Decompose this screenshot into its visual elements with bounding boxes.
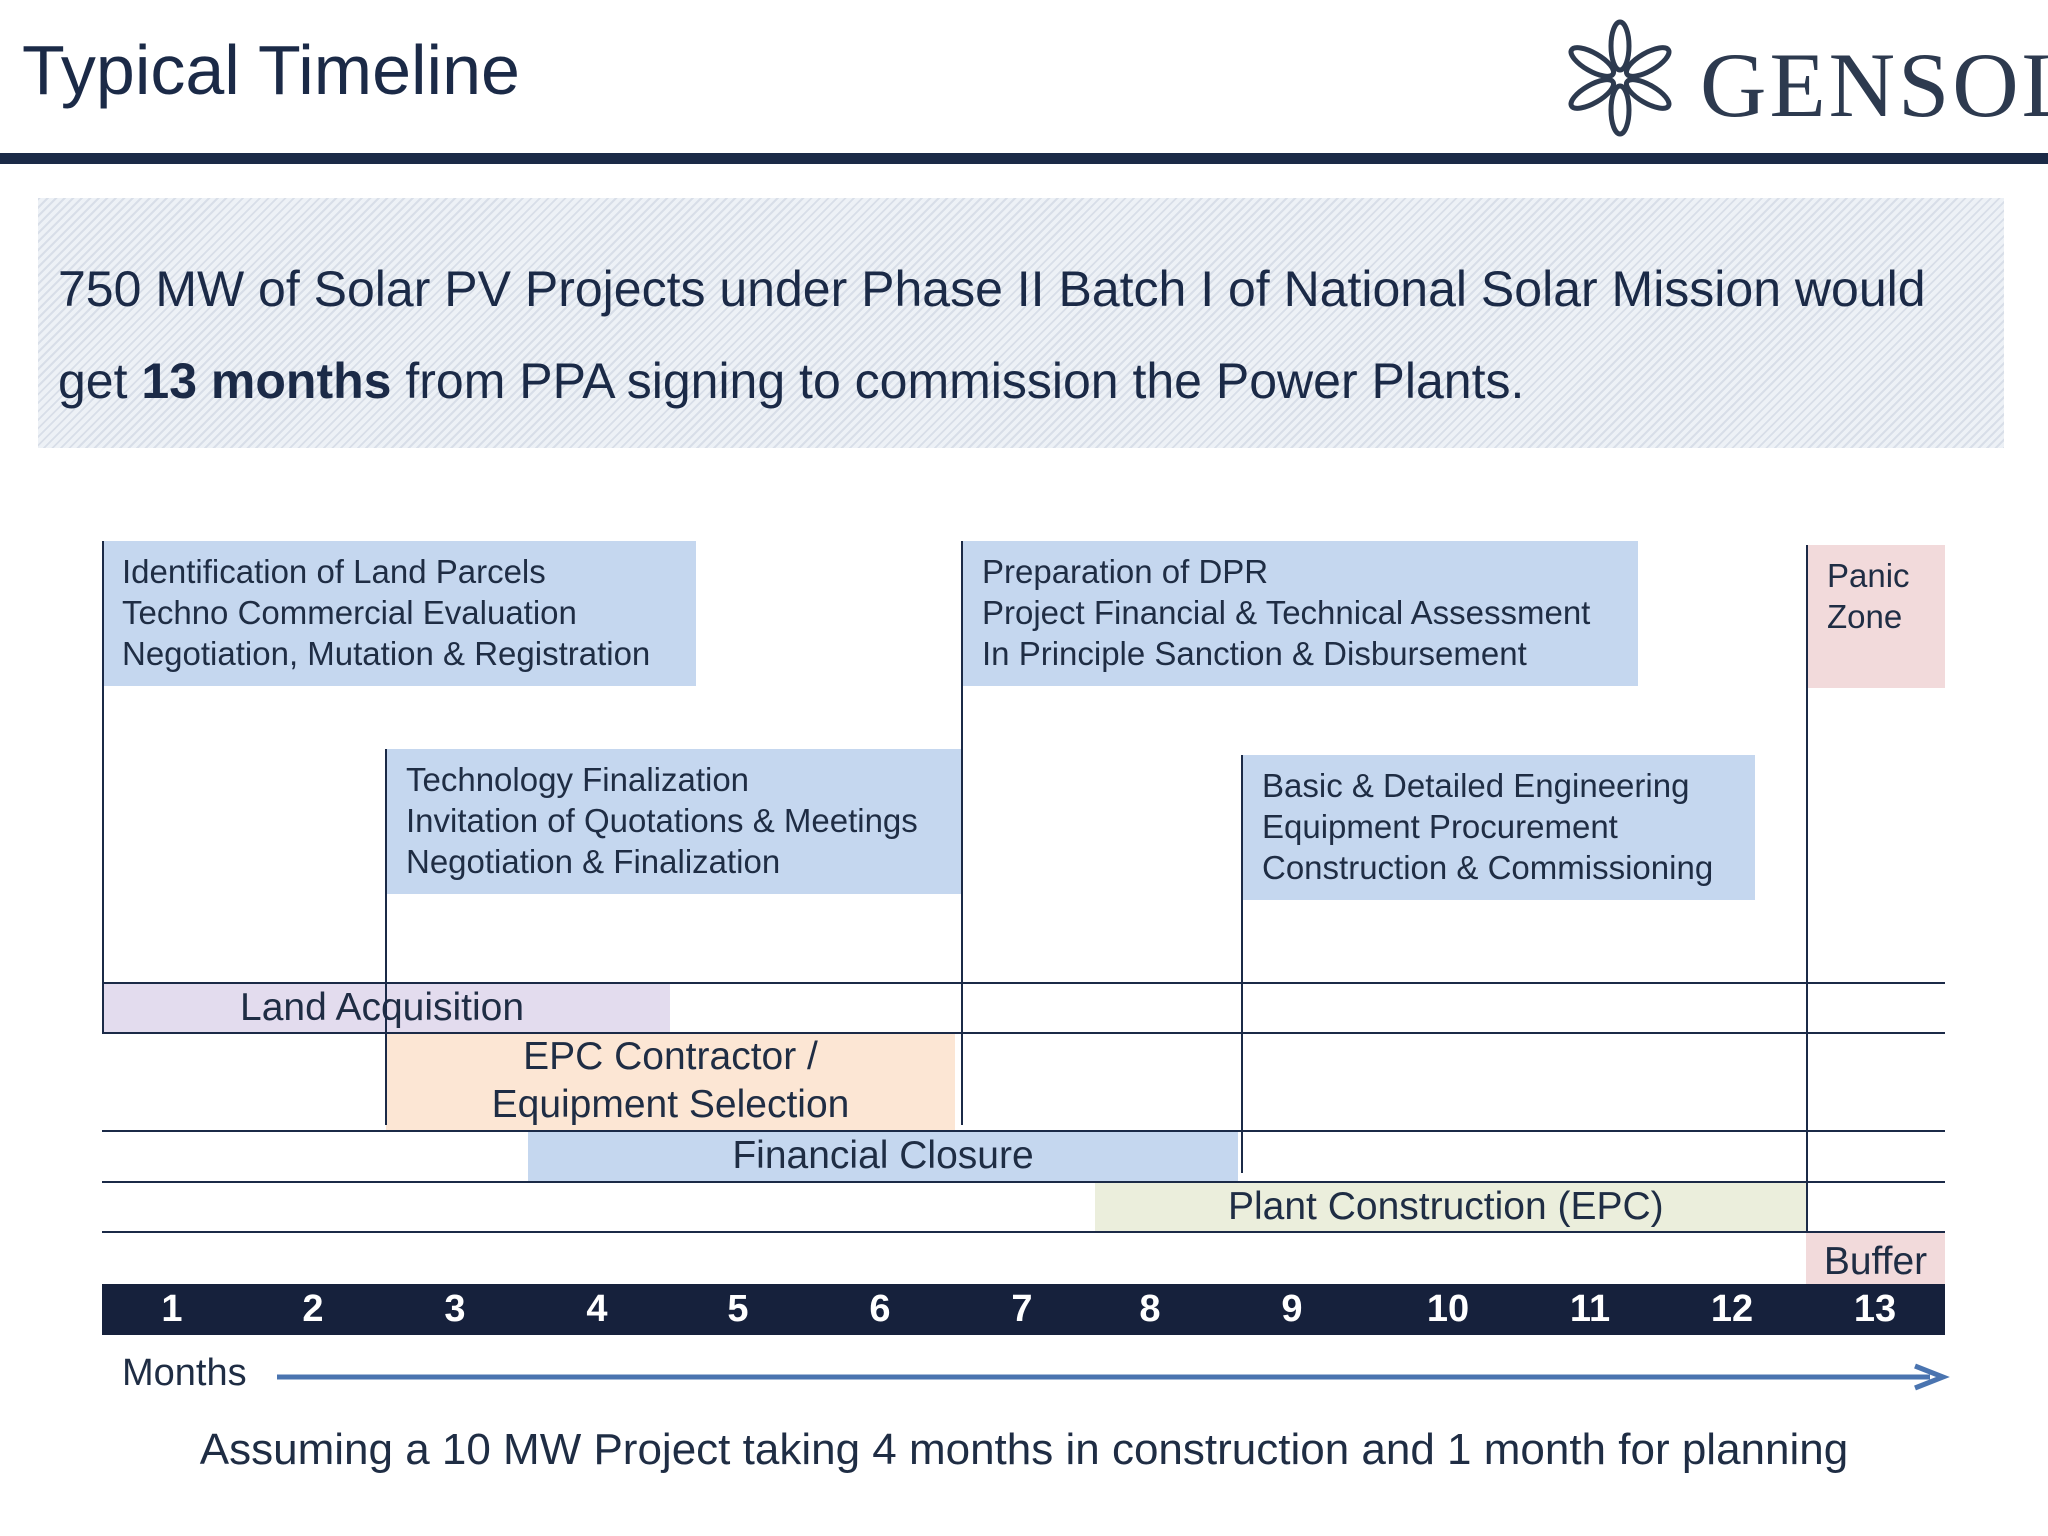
gantt-bar: Plant Construction (EPC) [1095,1182,1806,1231]
month-axis: 1 2 3 4 5 6 7 8 9 10 11 12 13 [102,1284,1945,1335]
month-tick-label: 13 [1853,1288,1897,1330]
technology-activities-box: Technology Finalization Invitation of Qu… [386,749,962,894]
box-line: Basic & Detailed Engineering [1262,767,1690,804]
box-line: Panic [1827,557,1910,594]
horizontal-gridline [102,1130,1945,1132]
gantt-bar-label: Financial Closure [732,1134,1034,1177]
footnote: Assuming a 10 MW Project taking 4 months… [199,1425,1849,1474]
header-divider [0,153,2048,164]
gantt-bar-label: Equipment Selection [491,1083,850,1126]
engineering-activities-box: Basic & Detailed Engineering Equipment P… [1242,755,1755,900]
vertical-gridline [961,541,963,1125]
box-line: Project Financial & Technical Assessment [982,594,1591,631]
box-line: Invitation of Quotations & Meetings [406,802,918,839]
gantt-bar-label: Buffer [1823,1240,1928,1283]
vertical-gridline [102,541,104,1033]
gensol-logo-icon [1568,19,1672,137]
month-tick-label: 10 [1426,1288,1470,1330]
horizontal-gridline [102,1181,1945,1183]
box-line: Equipment Procurement [1262,808,1618,845]
box-line: Techno Commercial Evaluation [122,594,577,631]
box-line: Preparation of DPR [982,553,1269,590]
box-line: Technology Finalization [406,761,750,798]
month-tick-label: 6 [869,1288,891,1330]
vertical-gridline [1241,755,1243,1173]
summary-highlight: 13 months [141,353,392,409]
vertical-gridline [385,749,387,1125]
summary-banner [38,198,2004,448]
summary-text-end: from PPA signing to commission the Power… [391,353,1525,409]
box-line: In Principle Sanction & Disbursement [982,635,1527,672]
panic-zone-box: Panic Zone [1806,545,1945,688]
month-tick-label: 11 [1569,1288,1611,1330]
month-tick-label: 5 [727,1288,749,1330]
box-line: Identification of Land Parcels [122,553,546,590]
month-tick-label: 12 [1710,1288,1754,1330]
month-tick-label: 1 [161,1288,183,1330]
summary-text-start: 750 MW of Solar PV Projects under Phase … [58,261,1926,409]
box-line: Negotiation, Mutation & Registration [122,635,651,672]
gantt-bar: Buffer [1806,1232,1945,1284]
box-line: Construction & Commissioning [1262,849,1714,886]
gantt-bar-label: Land Acquisition [240,986,525,1029]
arrow-right-icon [277,1363,1950,1391]
land-activities-box: Identification of Land Parcels Techno Co… [102,541,696,686]
month-tick-label: 9 [1281,1288,1303,1330]
vertical-gridline [1806,545,1808,1233]
month-tick-label: 8 [1139,1288,1161,1330]
horizontal-gridline [102,1231,1945,1233]
gantt-bar: Financial Closure [528,1131,1238,1181]
page-title: Typical Timeline [22,31,520,109]
month-tick-label: 7 [1011,1288,1033,1330]
horizontal-gridline [102,1032,1945,1034]
gantt-bar: EPC Contractor / Equipment Selection [386,1033,955,1130]
month-tick-label: 4 [586,1288,608,1330]
gantt-bar-label: Plant Construction (EPC) [1228,1185,1664,1228]
month-tick-label: 2 [302,1288,324,1330]
horizontal-gridline [102,982,1945,984]
dpr-activities-box: Preparation of DPR Project Financial & T… [962,541,1638,686]
box-line: Zone [1827,598,1903,635]
box-line: Negotiation & Finalization [406,843,781,880]
month-tick-label: 3 [444,1288,466,1330]
gantt-bar-label: EPC Contractor / [523,1035,818,1078]
axis-label: Months [122,1352,247,1394]
summary-text: 750 MW of Solar PV Projects under Phase … [58,243,1998,427]
logo-text: GENSOL [1700,34,2048,136]
